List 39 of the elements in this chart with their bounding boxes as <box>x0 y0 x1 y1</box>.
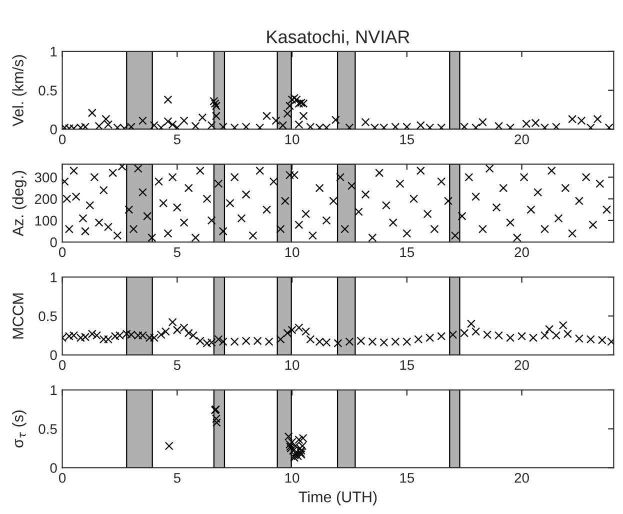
y-tick-label: 300 <box>34 172 57 182</box>
x-tick-label: 5 <box>174 360 180 370</box>
x-tick-label: 0 <box>58 247 66 258</box>
x-tick-label: 10 <box>285 247 300 258</box>
x-tick-label: 0 <box>58 472 66 483</box>
x-tick-label: 5 <box>174 247 180 258</box>
x-tick-label: 15 <box>400 134 414 144</box>
y-tick-label: 1 <box>50 385 57 395</box>
y-axis-title: Vel. (km/s) <box>12 55 26 126</box>
x-tick-label: 20 <box>514 472 529 483</box>
y-tick-label: 0.5 <box>38 424 57 434</box>
x-tick-label: 10 <box>285 472 300 483</box>
x-tick-label: 15 <box>400 473 414 483</box>
y-tick-label: 0.5 <box>38 311 57 322</box>
y-tick-label: 0.5 <box>38 86 57 96</box>
y-axis-title: MCCM <box>12 293 24 338</box>
y-axis-title: Az. (deg.) <box>12 170 26 236</box>
y-tick-label: 200 <box>34 194 57 204</box>
x-tick-label: 15 <box>400 360 414 370</box>
x-tick-label: 5 <box>174 473 180 483</box>
x-tick-label: 20 <box>514 247 529 258</box>
x-tick-label: 0 <box>58 360 66 370</box>
x-tick-label: 20 <box>514 134 529 144</box>
x-tick-label: 20 <box>514 360 529 370</box>
y-tick-label: 1 <box>50 46 57 56</box>
y-tick-label: 0 <box>50 237 57 248</box>
y-axis-title: σ$_{τ}$ (s) <box>12 410 26 448</box>
x-tick-label: 10 <box>285 360 300 370</box>
x-tick-label: 0 <box>58 134 66 144</box>
x-axis-title: Time (UTH) <box>298 491 377 506</box>
x-tick-label: 15 <box>400 247 414 258</box>
y-tick-label: 100 <box>35 216 57 226</box>
y-tick-label: 1 <box>50 272 57 282</box>
y-tick-label: 0 <box>50 350 57 360</box>
y-tick-label: 0 <box>50 463 57 473</box>
y-tick-label: 0 <box>50 124 57 134</box>
chart-title: Kasatochi, NVIAR <box>267 30 410 46</box>
x-tick-label: 5 <box>174 134 180 144</box>
x-tick-label: 10 <box>285 134 300 144</box>
